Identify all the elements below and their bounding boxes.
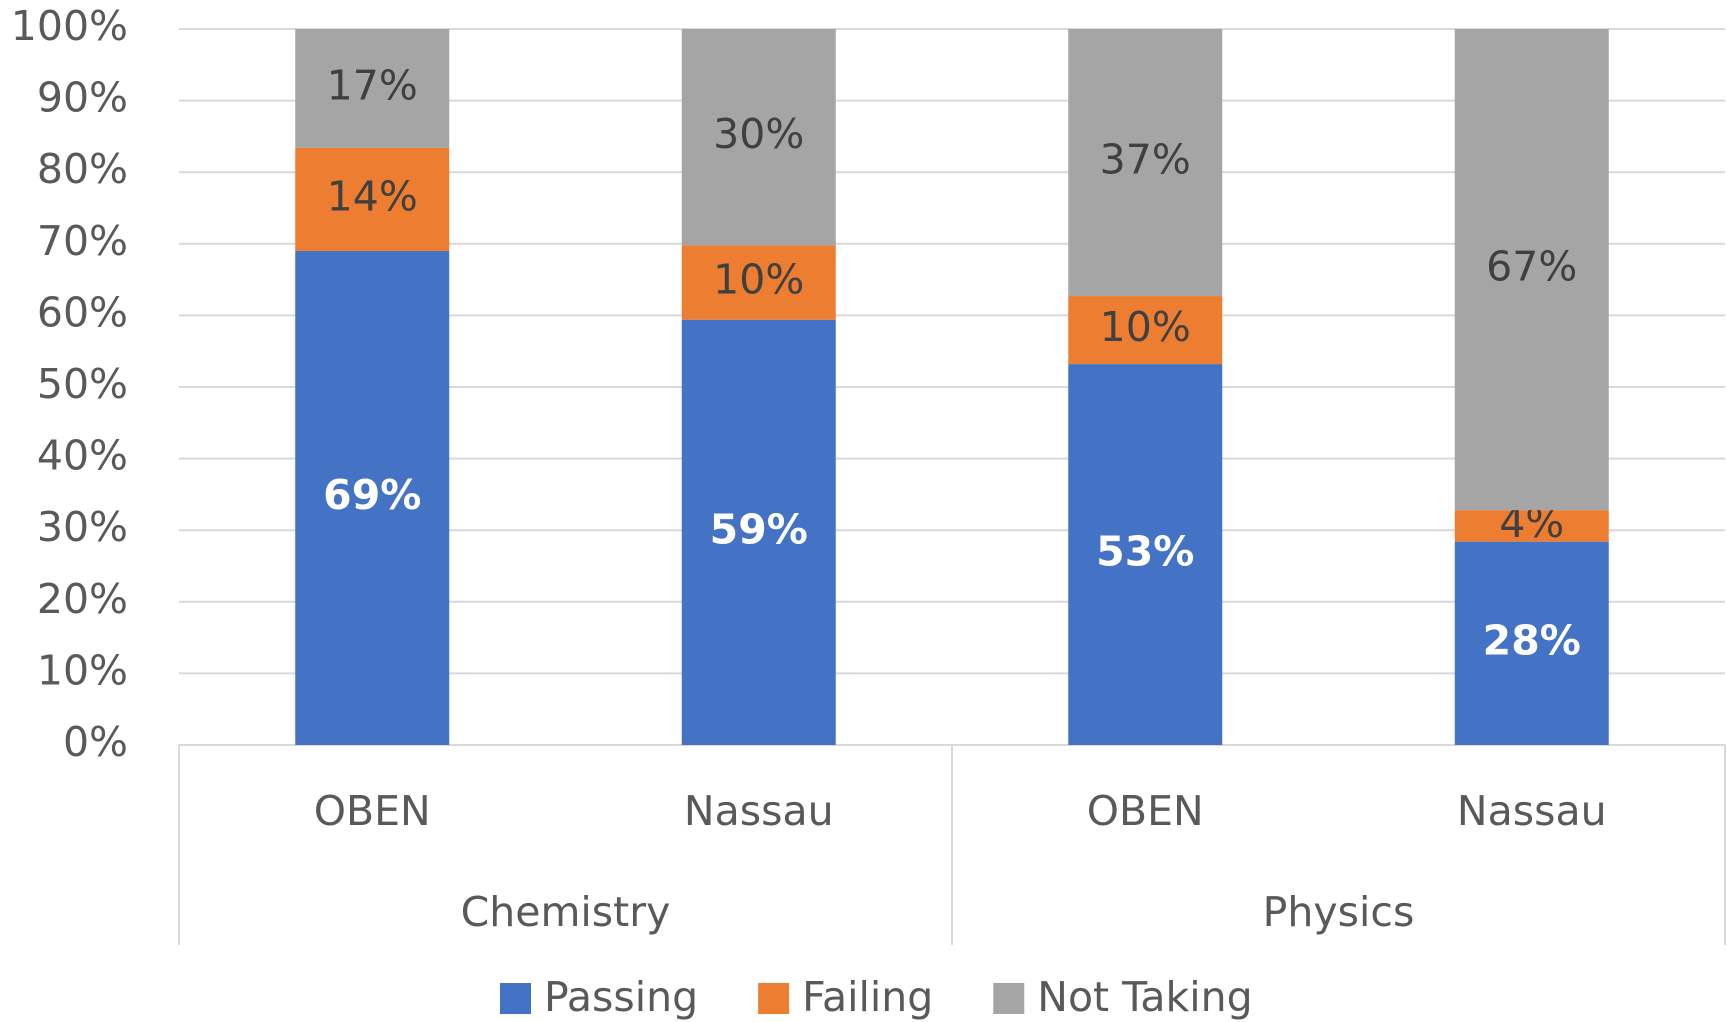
- bar-segment: [1454, 29, 1609, 511]
- data-label: 10%: [713, 255, 804, 303]
- y-tick-label: 20%: [37, 575, 128, 623]
- x-tick-label: OBEN: [1087, 787, 1204, 835]
- bar-segment: [295, 147, 450, 251]
- bar-segment: [295, 29, 450, 148]
- x-tick-label: Nassau: [1457, 787, 1607, 835]
- y-tick-label: 10%: [37, 646, 128, 694]
- bar-segment: [295, 250, 450, 745]
- data-label: 14%: [327, 172, 418, 220]
- data-label: 30%: [713, 110, 804, 158]
- y-tick-label: 70%: [37, 217, 128, 265]
- legend-swatch: [993, 983, 1025, 1014]
- bar-segment: [1454, 541, 1609, 745]
- data-label: 59%: [710, 505, 808, 553]
- legend-swatch: [500, 983, 531, 1014]
- x-tick-label: Nassau: [684, 787, 834, 835]
- y-tick-label: 90%: [37, 74, 128, 122]
- bar-segment: [1454, 510, 1609, 542]
- bar-segment: [681, 319, 836, 745]
- y-tick-label: 60%: [37, 288, 128, 336]
- bar-segment: [681, 245, 836, 320]
- data-label: 10%: [1100, 303, 1191, 351]
- group-label: Chemistry: [461, 888, 671, 936]
- group-label: Physics: [1263, 888, 1415, 936]
- legend-swatch: [758, 983, 790, 1014]
- legend-label: Passing: [544, 973, 698, 1021]
- data-label: 17%: [327, 61, 418, 109]
- y-tick-label: 80%: [37, 145, 128, 193]
- y-tick-label: 50%: [37, 360, 128, 408]
- data-label: 28%: [1483, 616, 1581, 664]
- bar-segment: [1068, 29, 1223, 297]
- bar-segment: [681, 29, 836, 246]
- x-tick-label: OBEN: [314, 787, 431, 835]
- legend-label: Failing: [802, 973, 933, 1021]
- data-label: 67%: [1486, 243, 1577, 291]
- data-label: 53%: [1096, 528, 1194, 576]
- y-tick-label: 30%: [37, 503, 128, 551]
- bar-segment: [1068, 364, 1223, 745]
- y-tick-label: 0%: [63, 718, 128, 766]
- legend-label: Not Taking: [1037, 973, 1252, 1021]
- y-tick-label: 40%: [37, 432, 128, 480]
- y-tick-label: 100%: [11, 2, 128, 50]
- data-label: 37%: [1100, 136, 1191, 184]
- bar-segment: [1068, 296, 1223, 365]
- data-label: 69%: [323, 471, 421, 519]
